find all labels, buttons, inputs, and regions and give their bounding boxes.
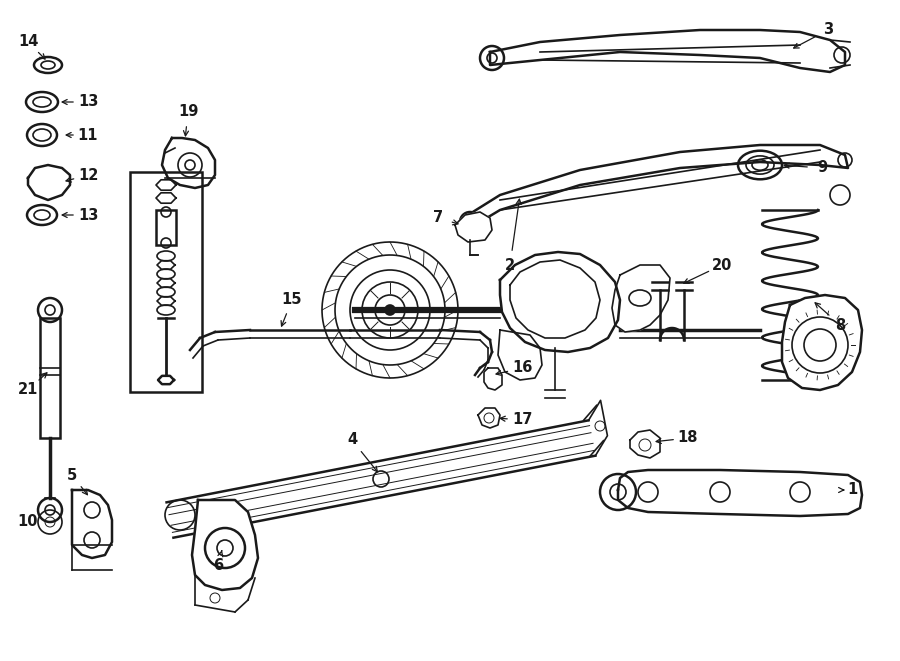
Text: 20: 20 <box>712 258 733 272</box>
Text: 13: 13 <box>77 208 98 223</box>
Polygon shape <box>28 165 70 200</box>
Polygon shape <box>500 252 620 352</box>
Bar <box>40 318 60 438</box>
Text: 21: 21 <box>18 383 38 397</box>
Polygon shape <box>192 500 258 590</box>
Polygon shape <box>455 212 492 242</box>
Polygon shape <box>478 408 500 428</box>
Polygon shape <box>72 490 112 558</box>
Bar <box>156 210 176 245</box>
Text: 3: 3 <box>823 22 833 38</box>
Bar <box>130 172 202 392</box>
Polygon shape <box>490 30 845 72</box>
Polygon shape <box>498 330 542 380</box>
Text: 4: 4 <box>346 432 357 447</box>
Polygon shape <box>618 470 862 516</box>
Text: 7: 7 <box>433 210 443 225</box>
Text: 13: 13 <box>77 95 98 110</box>
Text: 5: 5 <box>67 467 77 483</box>
Text: 19: 19 <box>178 104 198 120</box>
Circle shape <box>385 305 395 315</box>
Text: 8: 8 <box>835 317 845 332</box>
Polygon shape <box>630 430 660 458</box>
Text: 10: 10 <box>18 514 38 529</box>
Text: 17: 17 <box>512 412 532 428</box>
Text: 9: 9 <box>817 161 827 176</box>
Text: 18: 18 <box>678 430 698 446</box>
Text: 14: 14 <box>18 34 38 50</box>
Text: 2: 2 <box>505 258 515 272</box>
Polygon shape <box>612 265 670 332</box>
Polygon shape <box>484 368 502 390</box>
Text: 15: 15 <box>282 293 302 307</box>
Polygon shape <box>162 138 215 188</box>
Polygon shape <box>468 145 848 228</box>
Text: 6: 6 <box>213 557 223 572</box>
Polygon shape <box>782 295 862 390</box>
Text: 12: 12 <box>77 167 98 182</box>
Polygon shape <box>166 420 596 537</box>
Text: 11: 11 <box>77 128 98 143</box>
Text: 1: 1 <box>847 483 857 498</box>
Text: 16: 16 <box>512 360 532 375</box>
